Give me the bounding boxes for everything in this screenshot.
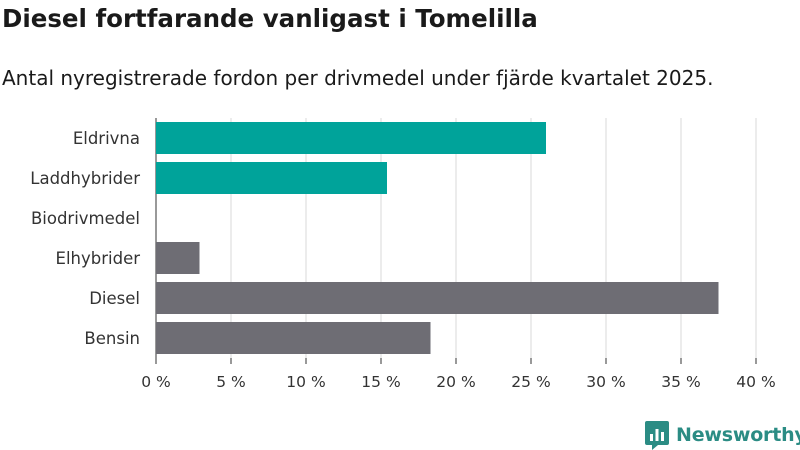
- category-label: Diesel: [89, 289, 140, 308]
- x-axis-ticks: 0 % 5 % 10 % 15 % 20 % 25 % 30 % 35 % 40 %: [141, 358, 776, 391]
- x-tick-label: 20 %: [436, 373, 475, 391]
- category-label: Elhybrider: [56, 249, 141, 268]
- x-tick-label: 15 %: [361, 373, 400, 391]
- x-tick-label: 10 %: [286, 373, 325, 391]
- x-tick-label: 25 %: [511, 373, 550, 391]
- newsworthy-logo-text: Newsworthy: [676, 424, 800, 446]
- bar-layer: [156, 122, 719, 354]
- bar-eldrivna: [156, 122, 546, 154]
- category-label: Eldrivna: [73, 129, 140, 148]
- chart-title: Diesel fortfarande vanligast i Tomelilla: [2, 4, 538, 33]
- bar-diesel: [156, 282, 719, 314]
- bar-bensin: [156, 322, 431, 354]
- category-label: Bensin: [84, 329, 140, 348]
- category-label: Laddhybrider: [30, 169, 140, 188]
- x-tick-label: 35 %: [661, 373, 700, 391]
- bar-laddhybrider: [156, 162, 387, 194]
- category-label-layer: Eldrivna Laddhybrider Biodrivmedel Elhybrid…: [30, 129, 140, 348]
- x-tick-label: 0 %: [141, 373, 171, 391]
- chart-subtitle: Antal nyregistrerade fordon per drivmede…: [2, 66, 714, 90]
- x-tick-label: 5 %: [216, 373, 246, 391]
- x-tick-label: 40 %: [736, 373, 775, 391]
- category-label: Biodrivmedel: [31, 209, 140, 228]
- newsworthy-logo-icon: [645, 421, 669, 450]
- newsworthy-logo: Newsworthy: [644, 420, 800, 450]
- bar-elhybrider: [156, 242, 200, 274]
- grid-layer: [155, 118, 757, 364]
- x-tick-label: 30 %: [586, 373, 625, 391]
